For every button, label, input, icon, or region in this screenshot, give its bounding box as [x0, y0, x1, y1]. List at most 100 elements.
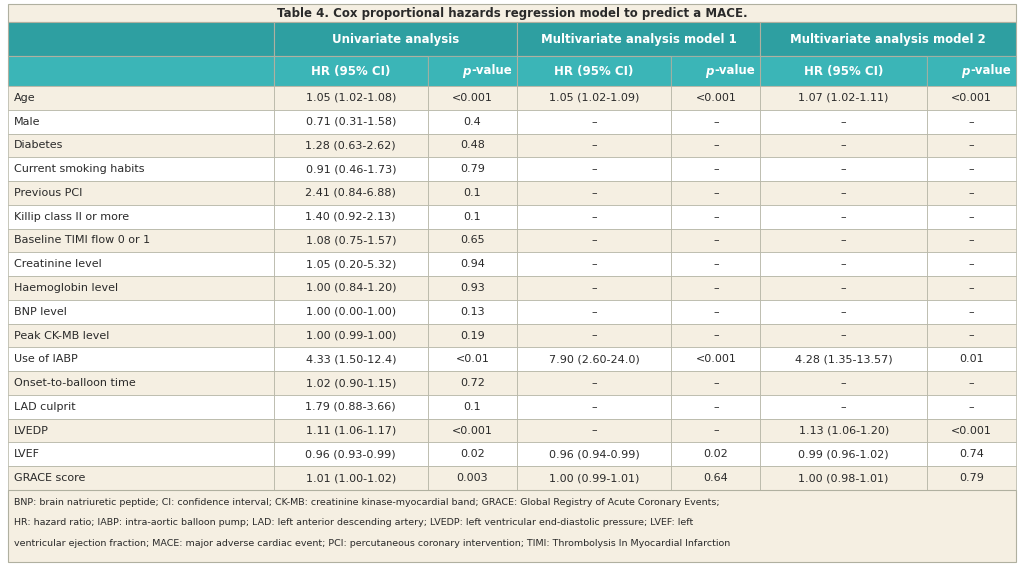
- Text: GRACE score: GRACE score: [14, 473, 85, 483]
- Text: 0.91 (0.46-1.73): 0.91 (0.46-1.73): [305, 164, 396, 174]
- Text: –: –: [713, 117, 719, 127]
- Bar: [8, 229, 273, 252]
- Text: HR (95% CI): HR (95% CI): [554, 65, 634, 78]
- Bar: [927, 324, 1016, 348]
- Bar: [428, 300, 517, 324]
- Bar: [428, 181, 517, 205]
- Text: –: –: [713, 188, 719, 198]
- Bar: [273, 181, 428, 205]
- Bar: [517, 86, 672, 110]
- Text: 1.11 (1.06-1.17): 1.11 (1.06-1.17): [306, 426, 396, 436]
- Text: –: –: [591, 402, 597, 412]
- Text: –: –: [841, 283, 847, 293]
- Text: –: –: [713, 307, 719, 317]
- Bar: [517, 229, 672, 252]
- Text: 0.48: 0.48: [460, 140, 485, 151]
- Text: –: –: [841, 378, 847, 388]
- Text: 0.79: 0.79: [460, 164, 485, 174]
- Text: 4.33 (1.50-12.4): 4.33 (1.50-12.4): [305, 354, 396, 365]
- Text: 0.02: 0.02: [703, 449, 728, 460]
- Text: –: –: [969, 188, 975, 198]
- Text: <0.001: <0.001: [452, 426, 493, 436]
- Bar: [273, 56, 428, 86]
- Text: 4.28 (1.35-13.57): 4.28 (1.35-13.57): [795, 354, 893, 365]
- Text: 0.1: 0.1: [464, 402, 481, 412]
- Bar: [428, 348, 517, 371]
- Bar: [8, 395, 273, 419]
- Text: Creatinine level: Creatinine level: [14, 259, 101, 269]
- Text: –: –: [841, 307, 847, 317]
- Bar: [672, 110, 760, 134]
- Bar: [428, 395, 517, 419]
- Bar: [672, 157, 760, 181]
- Bar: [672, 348, 760, 371]
- Bar: [428, 252, 517, 276]
- Bar: [428, 276, 517, 300]
- Bar: [760, 276, 927, 300]
- Text: –: –: [841, 235, 847, 246]
- Bar: [760, 443, 927, 466]
- Bar: [517, 134, 672, 157]
- Bar: [672, 443, 760, 466]
- Text: –: –: [713, 164, 719, 174]
- Text: 0.65: 0.65: [460, 235, 484, 246]
- Bar: [428, 229, 517, 252]
- Text: 1.40 (0.92-2.13): 1.40 (0.92-2.13): [305, 212, 396, 222]
- Bar: [273, 419, 428, 443]
- Bar: [428, 157, 517, 181]
- Bar: [672, 466, 760, 490]
- Bar: [760, 300, 927, 324]
- Text: 0.93: 0.93: [460, 283, 484, 293]
- Text: –: –: [969, 378, 975, 388]
- Bar: [760, 395, 927, 419]
- Text: ventricular ejection fraction; MACE: major adverse cardiac event; PCI: percutane: ventricular ejection fraction; MACE: maj…: [14, 539, 730, 548]
- Text: –: –: [841, 259, 847, 269]
- Text: –: –: [591, 140, 597, 151]
- Bar: [927, 157, 1016, 181]
- Text: Baseline TIMI flow 0 or 1: Baseline TIMI flow 0 or 1: [14, 235, 151, 246]
- Bar: [273, 229, 428, 252]
- Bar: [927, 229, 1016, 252]
- Text: 1.05 (1.02-1.08): 1.05 (1.02-1.08): [305, 93, 396, 103]
- Bar: [517, 395, 672, 419]
- Text: 0.13: 0.13: [460, 307, 484, 317]
- Bar: [273, 205, 428, 229]
- Text: –: –: [713, 235, 719, 246]
- Bar: [760, 157, 927, 181]
- Text: 1.05 (0.20-5.32): 1.05 (0.20-5.32): [305, 259, 396, 269]
- Text: –: –: [969, 117, 975, 127]
- Bar: [517, 466, 672, 490]
- Bar: [8, 56, 273, 86]
- Bar: [672, 324, 760, 348]
- Bar: [672, 371, 760, 395]
- Text: Diabetes: Diabetes: [14, 140, 63, 151]
- Bar: [927, 443, 1016, 466]
- Text: –: –: [713, 331, 719, 341]
- Bar: [428, 110, 517, 134]
- Text: –: –: [713, 378, 719, 388]
- Bar: [517, 348, 672, 371]
- Bar: [760, 371, 927, 395]
- Bar: [273, 252, 428, 276]
- Text: Table 4. Cox proportional hazards regression model to predict a MACE.: Table 4. Cox proportional hazards regres…: [276, 6, 748, 19]
- Bar: [8, 466, 273, 490]
- Bar: [273, 348, 428, 371]
- Bar: [760, 181, 927, 205]
- Text: Male: Male: [14, 117, 41, 127]
- Bar: [927, 252, 1016, 276]
- Text: –: –: [841, 117, 847, 127]
- Text: Peak CK-MB level: Peak CK-MB level: [14, 331, 110, 341]
- Bar: [927, 276, 1016, 300]
- Text: 1.00 (0.84-1.20): 1.00 (0.84-1.20): [305, 283, 396, 293]
- Text: 1.28 (0.63-2.62): 1.28 (0.63-2.62): [305, 140, 396, 151]
- Bar: [8, 22, 273, 56]
- Text: 1.02 (0.90-1.15): 1.02 (0.90-1.15): [305, 378, 396, 388]
- Bar: [672, 229, 760, 252]
- Bar: [927, 56, 1016, 86]
- Text: 0.96 (0.93-0.99): 0.96 (0.93-0.99): [305, 449, 396, 460]
- Text: 7.90 (2.60-24.0): 7.90 (2.60-24.0): [549, 354, 640, 365]
- Bar: [672, 134, 760, 157]
- Bar: [927, 205, 1016, 229]
- Bar: [8, 276, 273, 300]
- Bar: [273, 466, 428, 490]
